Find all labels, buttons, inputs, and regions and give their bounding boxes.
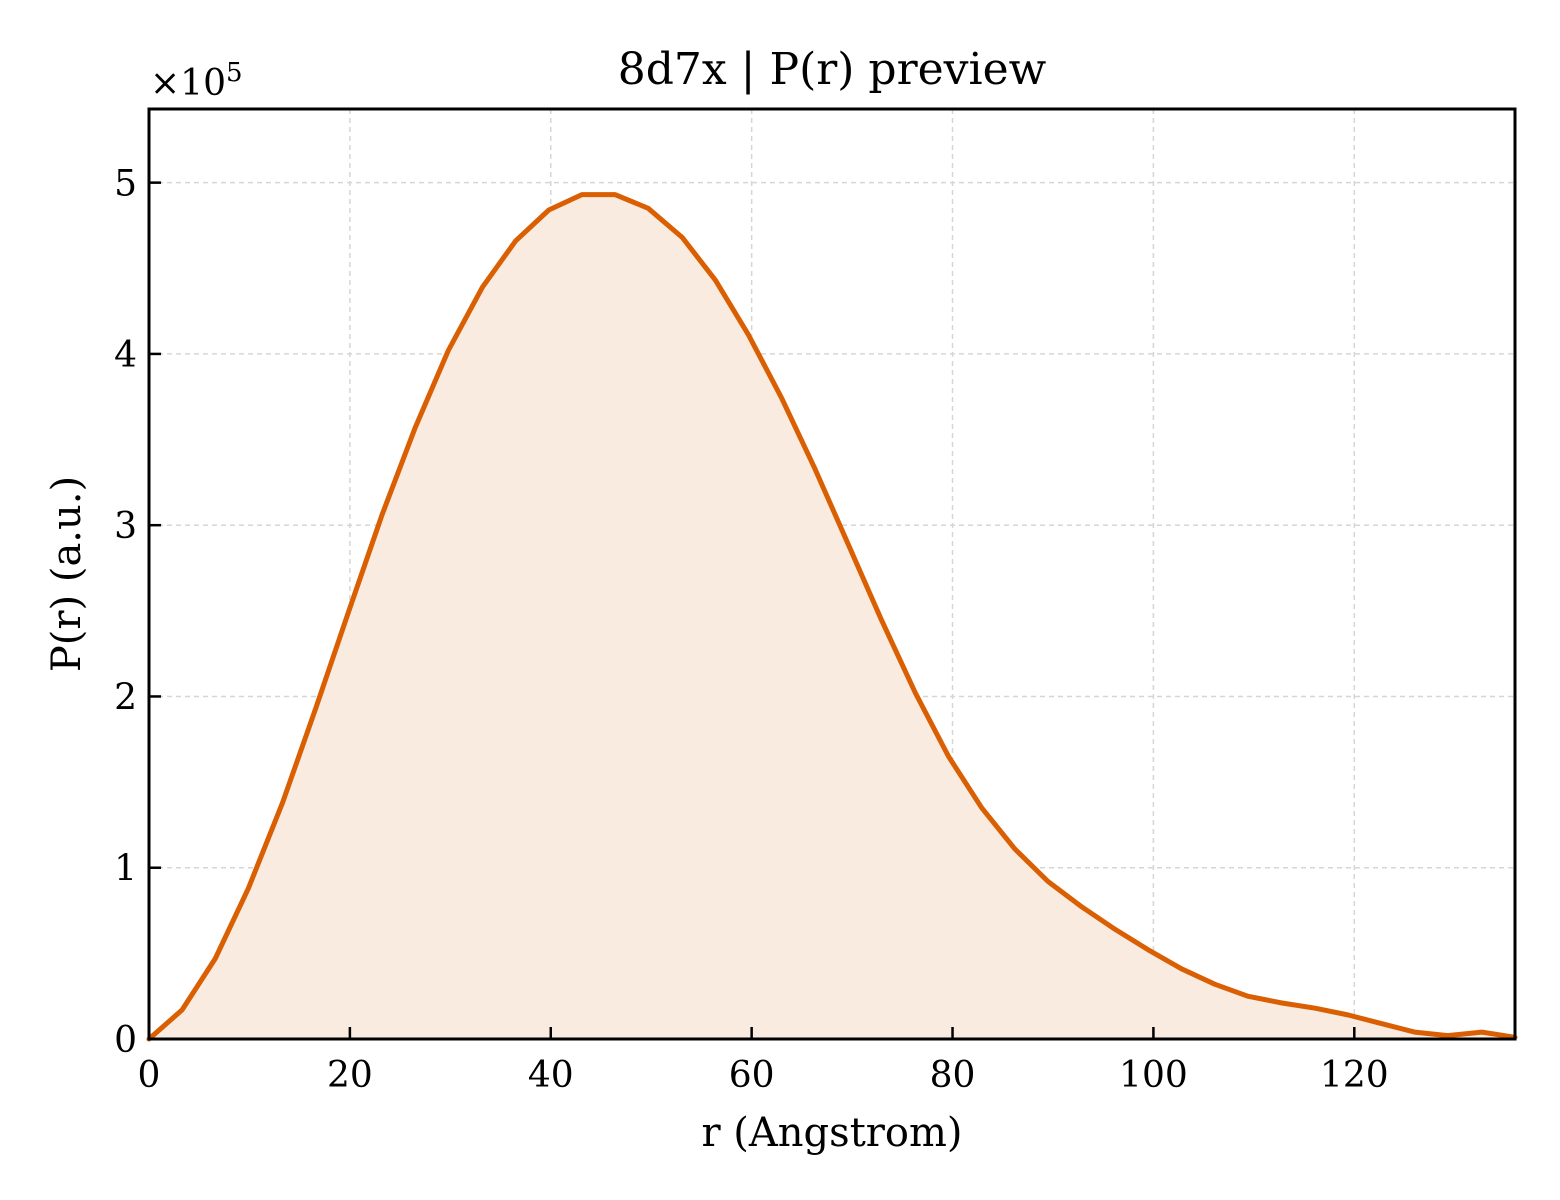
chart-title: 8d7x | P(r) preview [618,44,1047,95]
y-tick-label: 1 [114,849,137,890]
y-tick-label: 0 [114,1020,137,1061]
y-multiplier-exponent: 5 [226,58,243,88]
y-multiplier-base: ×10 [150,63,226,104]
plot-frame [147,107,1517,1041]
x-tick-label: 100 [1119,1055,1188,1096]
y-tick-label: 3 [114,506,137,547]
x-tick-label: 0 [138,1055,161,1096]
x-tick-label: 60 [729,1055,775,1096]
y-tick-label: 5 [114,164,137,205]
x-tick-label: 80 [930,1055,976,1096]
series-line [146,192,1518,1042]
y-tick-label: 2 [114,677,137,718]
y-multiplier: ×105 [150,58,243,104]
x-tick-label: 120 [1320,1055,1389,1096]
y-axis-title: P(r) (a.u.) [44,476,90,672]
x-tick-label: 40 [528,1055,574,1096]
x-tick-label: 20 [327,1055,373,1096]
y-tick-label: 4 [114,335,137,376]
x-axis-title: r (Angstrom) [701,1110,962,1156]
tick-layer: 0 20 40 60 80 100 120 0 1 2 3 4 5 [114,164,1389,1096]
area-fill [149,194,1515,1040]
